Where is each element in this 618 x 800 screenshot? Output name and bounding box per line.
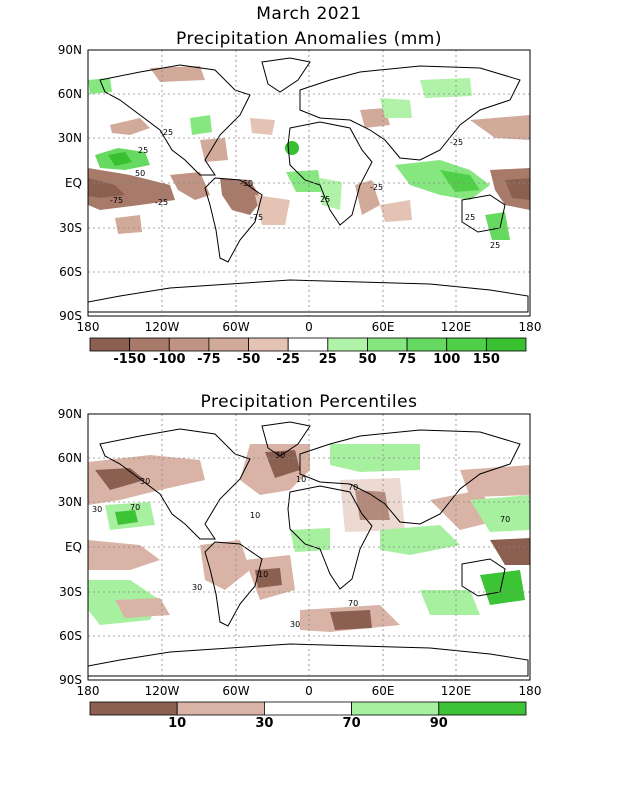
lat-label: 90S xyxy=(59,309,82,323)
lon-label: 0 xyxy=(305,684,313,698)
lon-label: 0 xyxy=(305,320,313,334)
anomaly-colorbar xyxy=(89,337,527,352)
contour-label: 25 xyxy=(465,213,475,222)
lat-label: 60N xyxy=(57,451,82,465)
colorbar-label: 70 xyxy=(342,716,361,731)
colorbar-swatch xyxy=(367,337,408,352)
lon-label: 180 xyxy=(76,320,100,334)
contour-label: 30 xyxy=(140,477,150,486)
contour-label: 10 xyxy=(258,570,268,579)
lat-label: 90N xyxy=(57,43,82,57)
colorbar-swatch xyxy=(446,337,487,352)
lat-label: 60N xyxy=(57,87,82,101)
colorbar-swatch xyxy=(438,701,527,716)
contour-label: -25 xyxy=(160,128,173,137)
colorbar-swatch xyxy=(248,337,289,352)
anomaly-map xyxy=(88,50,530,316)
contour-label: 30 xyxy=(290,620,300,629)
contour-label: -50 xyxy=(240,179,253,188)
map-title: March 2021 xyxy=(256,4,362,24)
colorbar-label: 25 xyxy=(318,352,337,367)
contour-label: 70 xyxy=(348,599,358,608)
colorbar-label: 90 xyxy=(429,716,448,731)
colorbar-label: -100 xyxy=(152,352,186,367)
contour-label: -25 xyxy=(450,138,463,147)
lat-label: 60S xyxy=(59,629,82,643)
anomaly-panel-title: Precipitation Anomalies (mm) xyxy=(176,29,442,49)
lon-label: 120E xyxy=(440,320,472,334)
contour-label: 25 xyxy=(138,146,148,155)
colorbar-swatch xyxy=(263,701,352,716)
colorbar-label: 50 xyxy=(358,352,377,367)
lat-label: 30S xyxy=(59,221,82,235)
colorbar-label: 75 xyxy=(398,352,417,367)
lat-label: 30N xyxy=(57,495,82,509)
contour-label: 70 xyxy=(130,503,140,512)
colorbar-swatch xyxy=(129,337,170,352)
colorbar-swatch xyxy=(168,337,210,352)
percentile-map xyxy=(88,414,530,680)
colorbar-label: 30 xyxy=(255,716,274,731)
colorbar-swatch xyxy=(327,337,368,352)
contour-label: -25 xyxy=(370,183,383,192)
lat-label: 30S xyxy=(59,585,82,599)
lon-label: 120E xyxy=(440,684,472,698)
contour-label: 30 xyxy=(92,505,102,514)
colorbar-swatch xyxy=(208,337,249,352)
contour-label: 70 xyxy=(348,483,358,492)
lon-label: 60E xyxy=(371,320,395,334)
contour-label: 10 xyxy=(250,511,260,520)
contour-label: 25 xyxy=(320,195,330,204)
contour-label: 70 xyxy=(500,515,510,524)
anomaly-contour-labels: -25 25 50 -75 -25 -50 -75 25 -25 -25 25 … xyxy=(110,128,500,250)
colorbar-label: 10 xyxy=(168,716,187,731)
percentile-map-frame xyxy=(87,413,531,681)
contour-label: 30 xyxy=(275,451,285,460)
contour-label: 25 xyxy=(490,241,500,250)
lon-label: 60W xyxy=(222,684,250,698)
lon-label: 60E xyxy=(371,684,395,698)
lat-label: 90N xyxy=(57,407,82,421)
colorbar-swatch xyxy=(485,337,527,352)
colorbar-swatch xyxy=(176,701,265,716)
colorbar-swatch xyxy=(89,337,131,352)
contour-label: 10 xyxy=(296,475,306,484)
lat-label: 90S xyxy=(59,673,82,687)
lon-label: 120W xyxy=(144,684,180,698)
contour-label: -25 xyxy=(155,198,168,207)
contour-label: 30 xyxy=(192,583,202,592)
colorbar-label: -50 xyxy=(236,352,261,367)
percentile-contour-labels: 30 30 70 10 10 30 70 10 30 30 70 70 xyxy=(92,451,510,629)
contour-label: 50 xyxy=(135,169,145,178)
colorbar-swatch xyxy=(406,337,448,352)
colorbar-label: 100 xyxy=(433,352,461,367)
lon-label: 180 xyxy=(518,684,542,698)
lat-label: 30N xyxy=(57,131,82,145)
colorbar-label: -25 xyxy=(276,352,300,367)
colorbar-label: -150 xyxy=(113,352,146,367)
lon-label: 120W xyxy=(144,320,180,334)
colorbar-swatch xyxy=(89,701,178,716)
percentile-colorbar xyxy=(89,701,527,716)
lon-label: 60W xyxy=(222,320,250,334)
lon-label: 180 xyxy=(76,684,100,698)
colorbar-swatch xyxy=(351,701,440,716)
colorbar-label: -75 xyxy=(197,352,221,367)
contour-label: -75 xyxy=(250,213,263,222)
colorbar-swatch xyxy=(287,337,329,352)
colorbar-label: 150 xyxy=(472,352,500,367)
lat-label: 60S xyxy=(59,265,82,279)
lat-label: EQ xyxy=(64,176,82,190)
contour-label: -75 xyxy=(110,196,123,205)
anomaly-map-frame xyxy=(87,49,531,317)
lon-label: 180 xyxy=(518,320,542,334)
lat-label: EQ xyxy=(64,540,82,554)
percentile-panel-title: Precipitation Percentiles xyxy=(200,392,418,412)
